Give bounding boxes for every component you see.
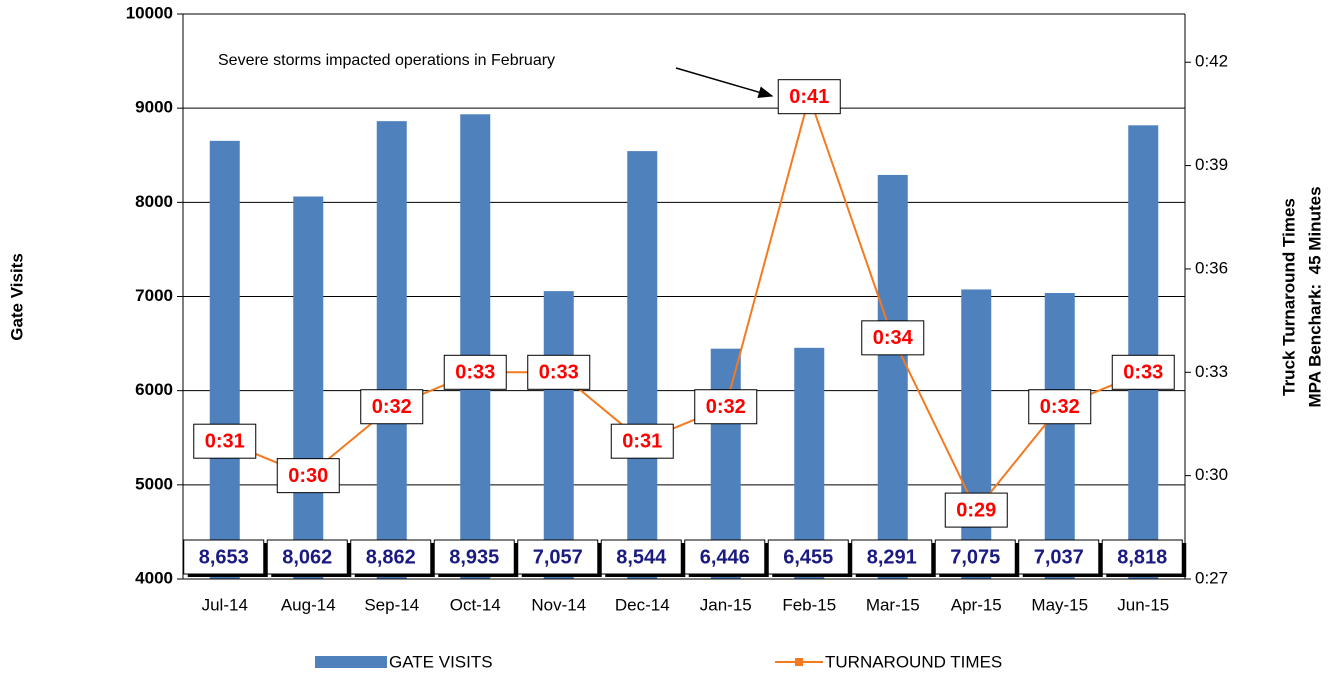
label-box bbox=[433, 539, 515, 575]
y2-tick-label: 0:42 bbox=[1195, 52, 1228, 71]
label-box bbox=[350, 539, 432, 575]
label-box bbox=[183, 539, 265, 575]
bar bbox=[376, 121, 407, 579]
x-tick-label: Dec-14 bbox=[615, 595, 670, 614]
line-value-label: 0:32 bbox=[1040, 396, 1080, 418]
line-value-label: 0:34 bbox=[873, 327, 914, 349]
bar bbox=[293, 196, 324, 579]
y-tick-label: 4000 bbox=[135, 568, 173, 587]
bar-value-label: 8,862 bbox=[366, 546, 416, 568]
label-box bbox=[360, 389, 424, 425]
line-value-label: 0:31 bbox=[205, 430, 245, 452]
y-tick-label: 8000 bbox=[135, 192, 173, 211]
y-tick-label: 9000 bbox=[135, 98, 173, 117]
y-tick-label: 6000 bbox=[135, 380, 173, 399]
label-box bbox=[684, 539, 766, 575]
bar-value-label: 8,544 bbox=[616, 546, 667, 568]
x-tick-label: Aug-14 bbox=[281, 595, 336, 614]
y2-tick-label: 0:30 bbox=[1195, 465, 1228, 484]
line-value-label: 0:33 bbox=[455, 362, 495, 384]
line-value-label: 0:32 bbox=[372, 396, 412, 418]
y-axis-title: Gate Visits bbox=[7, 253, 26, 341]
legend-swatch bbox=[315, 656, 387, 668]
bar-value-label: 8,935 bbox=[449, 546, 499, 568]
x-tick-label: Oct-14 bbox=[450, 595, 501, 614]
label-box bbox=[443, 354, 507, 390]
y2-tick-label: 0:39 bbox=[1195, 155, 1228, 174]
bar-value-label: 8,062 bbox=[282, 546, 332, 568]
label-box bbox=[1101, 539, 1183, 575]
bar-value-label: 7,057 bbox=[533, 546, 583, 568]
y2-axis-title: MPA Benchark: 45 Minutes bbox=[1305, 186, 1324, 407]
x-tick-label: Jun-15 bbox=[1117, 595, 1169, 614]
label-box bbox=[1028, 389, 1092, 425]
line-value-label: 0:31 bbox=[622, 430, 662, 452]
label-box bbox=[527, 354, 591, 390]
y2-tick-label: 0:36 bbox=[1195, 258, 1228, 277]
legend-label: TURNAROUND TIMES bbox=[825, 652, 1002, 671]
label-box bbox=[600, 539, 682, 575]
bar bbox=[209, 140, 240, 579]
y2-axis-title: Truck Turnaround Times bbox=[1279, 198, 1298, 396]
legend-label: GATE VISITS bbox=[389, 652, 493, 671]
line-value-label: 0:29 bbox=[956, 499, 996, 521]
annotation: Severe storms impacted operations in Feb… bbox=[218, 52, 555, 69]
bar-value-label: 8,818 bbox=[1117, 546, 1167, 568]
label-box bbox=[1111, 354, 1175, 390]
line-value-label: 0:41 bbox=[789, 86, 829, 108]
label-box bbox=[610, 423, 674, 459]
x-tick-label: Sep-14 bbox=[364, 595, 419, 614]
label-box bbox=[767, 539, 849, 575]
label-box bbox=[861, 320, 925, 356]
y2-tick-label: 0:33 bbox=[1195, 362, 1228, 381]
bar bbox=[627, 151, 658, 579]
x-tick-label: Mar-15 bbox=[866, 595, 920, 614]
line bbox=[224, 93, 1144, 512]
label-box bbox=[193, 423, 257, 459]
bar bbox=[1044, 293, 1075, 579]
line-value-label: 0:33 bbox=[539, 362, 579, 384]
bar bbox=[961, 289, 992, 579]
label-box bbox=[276, 458, 340, 494]
label-box bbox=[944, 492, 1008, 528]
y-tick-label: 7000 bbox=[135, 286, 173, 305]
bar-value-label: 8,291 bbox=[867, 546, 917, 568]
bar bbox=[543, 291, 574, 579]
bar-value-label: 8,653 bbox=[199, 546, 249, 568]
label-box bbox=[934, 539, 1016, 575]
label-box bbox=[266, 539, 348, 575]
annotation-arrow bbox=[675, 67, 774, 98]
y2-tick-label: 0:27 bbox=[1195, 568, 1228, 587]
bar bbox=[1128, 125, 1159, 580]
y-tick-label: 10000 bbox=[126, 3, 173, 22]
bar-value-label: 7,037 bbox=[1034, 546, 1084, 568]
bar bbox=[460, 114, 491, 579]
label-box bbox=[851, 539, 933, 575]
x-tick-label: Nov-14 bbox=[531, 595, 586, 614]
label-box bbox=[694, 389, 758, 425]
x-tick-label: Jan-15 bbox=[700, 595, 752, 614]
y-tick-label: 5000 bbox=[135, 474, 173, 493]
label-box bbox=[1018, 539, 1100, 575]
bar-value-label: 6,455 bbox=[783, 546, 833, 568]
line-value-label: 0:30 bbox=[288, 465, 328, 487]
line-value-label: 0:32 bbox=[706, 396, 746, 418]
label-box bbox=[517, 539, 599, 575]
x-tick-label: Jul-14 bbox=[202, 595, 248, 614]
legend-swatch bbox=[795, 658, 803, 666]
x-tick-label: Apr-15 bbox=[951, 595, 1002, 614]
label-box bbox=[777, 79, 841, 115]
bar-value-label: 7,075 bbox=[950, 546, 1000, 568]
x-tick-label: Feb-15 bbox=[782, 595, 836, 614]
x-tick-label: May-15 bbox=[1031, 595, 1088, 614]
line-value-label: 0:33 bbox=[1123, 362, 1163, 384]
bar bbox=[877, 174, 908, 579]
bar-value-label: 6,446 bbox=[700, 546, 750, 568]
